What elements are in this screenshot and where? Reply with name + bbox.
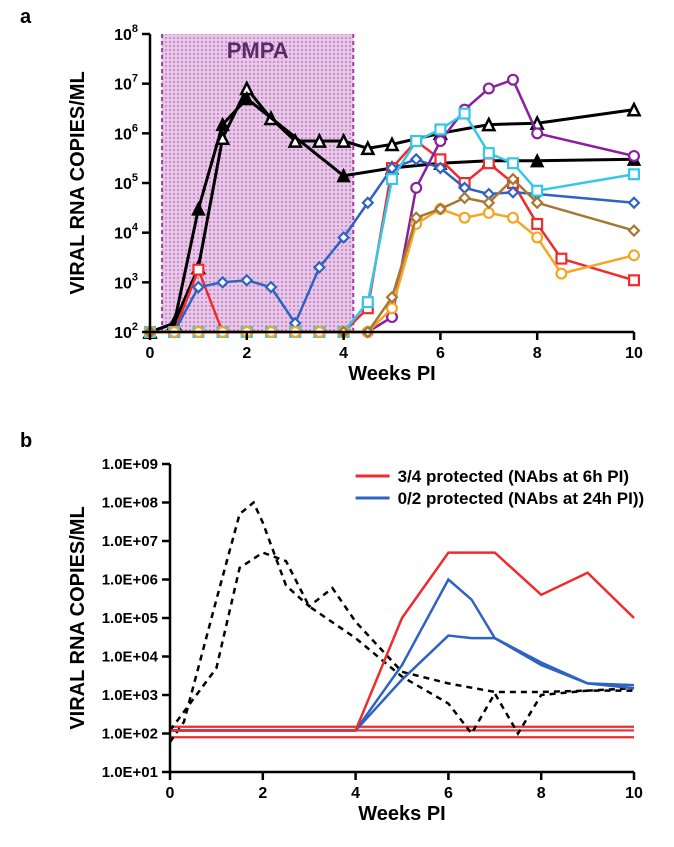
svg-text:0: 0 [166, 785, 175, 802]
svg-text:1.0E+06: 1.0E+06 [102, 572, 158, 589]
svg-text:108: 108 [114, 23, 138, 44]
chart-b-ylabel: VIRAL RNA COPIES/ML [67, 506, 89, 729]
svg-text:1.0E+04: 1.0E+04 [102, 649, 159, 666]
svg-text:8: 8 [537, 785, 546, 802]
chart-a-ylabel: VIRAL RNA COPIES/ML [67, 71, 89, 294]
series-ctrl-dash-2 [170, 553, 634, 734]
svg-text:1.0E+02: 1.0E+02 [102, 726, 158, 743]
svg-text:103: 103 [114, 271, 138, 292]
svg-text:6: 6 [444, 785, 453, 802]
series-blue-2 [170, 636, 634, 731]
series-ctrl-dash-1 [170, 503, 634, 743]
svg-text:10: 10 [625, 785, 643, 802]
svg-text:1.0E+07: 1.0E+07 [102, 533, 158, 550]
svg-text:2: 2 [242, 345, 251, 362]
svg-text:4: 4 [339, 345, 348, 362]
svg-text:1.0E+01: 1.0E+01 [102, 764, 158, 781]
svg-text:4: 4 [351, 785, 360, 802]
svg-text:1.0E+08: 1.0E+08 [102, 495, 158, 512]
svg-text:1.0E+03: 1.0E+03 [102, 687, 158, 704]
chart-b-xlabel: Weeks PI [358, 803, 445, 825]
svg-text:1.0E+09: 1.0E+09 [102, 456, 158, 473]
svg-text:107: 107 [114, 73, 138, 94]
chart-b: 0 2 4 6 8 10 1.0E+01 1.0E+02 1.0E+03 1.0E+04 1.0E+… [60, 450, 650, 830]
svg-text:105: 105 [114, 172, 138, 193]
panel-b-label: b [20, 430, 32, 453]
svg-text:106: 106 [114, 122, 138, 143]
svg-text:0: 0 [146, 345, 155, 362]
pmpa-label: PMPA [227, 38, 289, 63]
panel-a-label: a [20, 6, 31, 29]
svg-text:2: 2 [258, 785, 267, 802]
svg-text:104: 104 [114, 222, 139, 243]
svg-text:102: 102 [114, 321, 138, 342]
legend-item-1: 0/2 protected (NAbs at 24h PI)) [398, 489, 645, 508]
series-blue-1 [170, 580, 634, 731]
chart-a-xlabel: Weeks PI [348, 363, 435, 385]
legend-item-0: 3/4 protected (NAbs at 6h PI) [398, 467, 629, 486]
series-red-main [170, 553, 634, 731]
svg-text:8: 8 [533, 345, 542, 362]
svg-text:1.0E+05: 1.0E+05 [102, 610, 158, 627]
svg-text:6: 6 [436, 345, 445, 362]
svg-text:10: 10 [625, 345, 643, 362]
chart-a: PMPA 0 2 4 6 8 10 102 103 104 105 106 107 108 Weeks PI… [60, 20, 650, 390]
